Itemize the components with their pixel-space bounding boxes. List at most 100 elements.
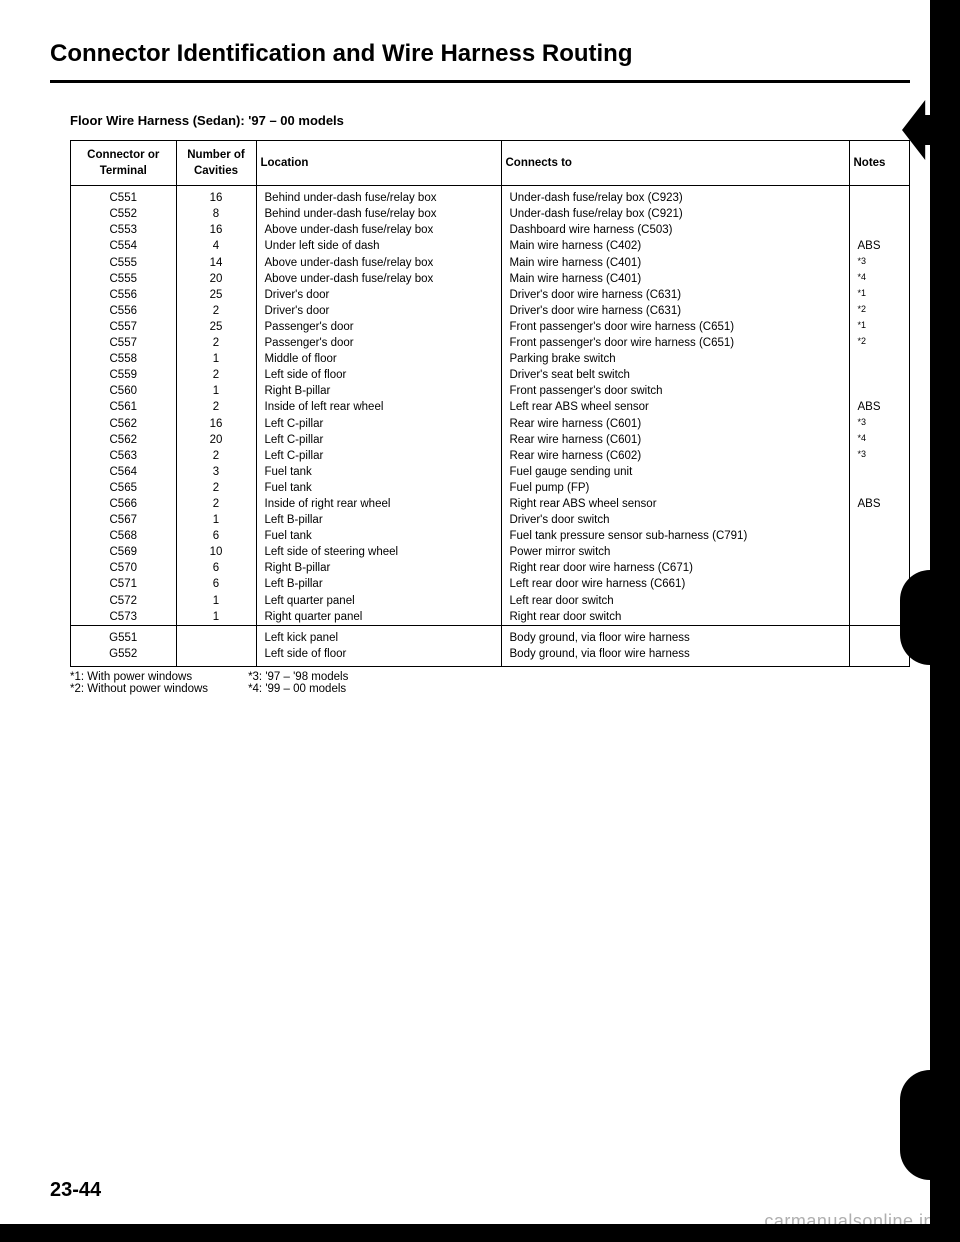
table-cell: C569 xyxy=(71,544,176,560)
table-cell: Right rear door switch xyxy=(501,609,849,626)
table-cell xyxy=(849,480,909,496)
table-row: C56910Left side of steering wheelPower m… xyxy=(71,544,909,560)
table-cell: C571 xyxy=(71,576,176,592)
table-cell: Left kick panel xyxy=(256,625,501,646)
table-cell: C557 xyxy=(71,319,176,335)
th-cavities: Number of Cavities xyxy=(176,141,256,186)
table-cell: Fuel tank xyxy=(256,480,501,496)
table-cell xyxy=(176,646,256,666)
table-cell: C554 xyxy=(71,238,176,254)
table-row: C56216Left C-pillarRear wire harness (C6… xyxy=(71,416,909,432)
table-cell: C561 xyxy=(71,399,176,415)
table-cell: Front passenger's door wire harness (C65… xyxy=(501,319,849,335)
table-cell: Body ground, via floor wire harness xyxy=(501,646,849,666)
table-cell: 1 xyxy=(176,593,256,609)
table-cell: Driver's door wire harness (C631) xyxy=(501,287,849,303)
table-cell: Behind under-dash fuse/relay box xyxy=(256,186,501,207)
table-cell: Left C-pillar xyxy=(256,432,501,448)
table-cell: Left rear ABS wheel sensor xyxy=(501,399,849,415)
table-cell: C556 xyxy=(71,303,176,319)
table-row: C5662Inside of right rear wheelRight rea… xyxy=(71,496,909,512)
page-title: Connector Identification and Wire Harnes… xyxy=(50,40,910,68)
table-cell: 14 xyxy=(176,255,256,271)
table-cell: *1 xyxy=(849,319,909,335)
table-cell: Under left side of dash xyxy=(256,238,501,254)
table-cell: 20 xyxy=(176,432,256,448)
table-cell: *3 xyxy=(849,255,909,271)
table-row: C5632Left C-pillarRear wire harness (C60… xyxy=(71,448,909,464)
table-row: C55725Passenger's doorFront passenger's … xyxy=(71,319,909,335)
table-cell: Left side of steering wheel xyxy=(256,544,501,560)
table-cell: C564 xyxy=(71,464,176,480)
table-cell: Inside of right rear wheel xyxy=(256,496,501,512)
tbody-ground: G551Left kick panelBody ground, via floo… xyxy=(71,625,909,666)
table-cell: Left quarter panel xyxy=(256,593,501,609)
table-cell xyxy=(849,576,909,592)
footnote-1: *1: With power windows xyxy=(70,671,208,683)
table-cell: C557 xyxy=(71,335,176,351)
table-cell: Driver's door xyxy=(256,287,501,303)
table-cell: C570 xyxy=(71,560,176,576)
table-cell: Left C-pillar xyxy=(256,416,501,432)
table-row: C5716Left B-pillarLeft rear door wire ha… xyxy=(71,576,909,592)
table-cell: Main wire harness (C401) xyxy=(501,271,849,287)
table-cell: Fuel tank xyxy=(256,464,501,480)
table-cell: Dashboard wire harness (C503) xyxy=(501,222,849,238)
table-row: C5643Fuel tankFuel gauge sending unit xyxy=(71,464,909,480)
table-cell: *1 xyxy=(849,287,909,303)
table-cell: 2 xyxy=(176,367,256,383)
table-cell xyxy=(849,186,909,207)
table-cell: C558 xyxy=(71,351,176,367)
table-cell: 1 xyxy=(176,512,256,528)
table-cell: Front passenger's door wire harness (C65… xyxy=(501,335,849,351)
table-cell: 2 xyxy=(176,335,256,351)
bottom-bar xyxy=(0,1224,960,1242)
table-cell: 20 xyxy=(176,271,256,287)
table-row: G551Left kick panelBody ground, via floo… xyxy=(71,625,909,646)
table-cell: 6 xyxy=(176,576,256,592)
table-cell: Fuel gauge sending unit xyxy=(501,464,849,480)
table-cell: 4 xyxy=(176,238,256,254)
table-cell: C559 xyxy=(71,367,176,383)
table-cell: Above under-dash fuse/relay box xyxy=(256,271,501,287)
table-cell: C572 xyxy=(71,593,176,609)
table-cell: C568 xyxy=(71,528,176,544)
table-cell xyxy=(849,351,909,367)
table-cell: Left B-pillar xyxy=(256,576,501,592)
table-cell: Above under-dash fuse/relay box xyxy=(256,222,501,238)
table-cell xyxy=(849,560,909,576)
table-cell: C563 xyxy=(71,448,176,464)
table-cell: G552 xyxy=(71,646,176,666)
table-cell: 1 xyxy=(176,351,256,367)
table-cell: Left side of floor xyxy=(256,367,501,383)
table-cell xyxy=(849,383,909,399)
table-cell xyxy=(849,512,909,528)
table-cell: 2 xyxy=(176,496,256,512)
table-cell xyxy=(176,625,256,646)
table-cell: 2 xyxy=(176,448,256,464)
table-row: C5572Passenger's doorFront passenger's d… xyxy=(71,335,909,351)
title-rule xyxy=(50,80,910,83)
table-cell: ABS xyxy=(849,399,909,415)
table-cell: 6 xyxy=(176,560,256,576)
footnote-4: *4: '99 – 00 models xyxy=(248,683,348,695)
table-cell: Behind under-dash fuse/relay box xyxy=(256,206,501,222)
table-cell xyxy=(849,206,909,222)
table-cell: Left rear door switch xyxy=(501,593,849,609)
table-cell: C567 xyxy=(71,512,176,528)
table-cell: C562 xyxy=(71,416,176,432)
table-cell: Left rear door wire harness (C661) xyxy=(501,576,849,592)
tbody-main: C55116Behind under-dash fuse/relay boxUn… xyxy=(71,186,909,626)
table-cell: Rear wire harness (C601) xyxy=(501,432,849,448)
table-cell: C556 xyxy=(71,287,176,303)
table-cell: 16 xyxy=(176,186,256,207)
table-cell: 8 xyxy=(176,206,256,222)
table-cell xyxy=(849,222,909,238)
table-cell: Fuel pump (FP) xyxy=(501,480,849,496)
table-cell: 2 xyxy=(176,480,256,496)
table-cell: Driver's door switch xyxy=(501,512,849,528)
table-cell: Fuel tank pressure sensor sub-harness (C… xyxy=(501,528,849,544)
table-cell: Above under-dash fuse/relay box xyxy=(256,255,501,271)
table-row: C5592Left side of floorDriver's seat bel… xyxy=(71,367,909,383)
th-location: Location xyxy=(256,141,501,186)
